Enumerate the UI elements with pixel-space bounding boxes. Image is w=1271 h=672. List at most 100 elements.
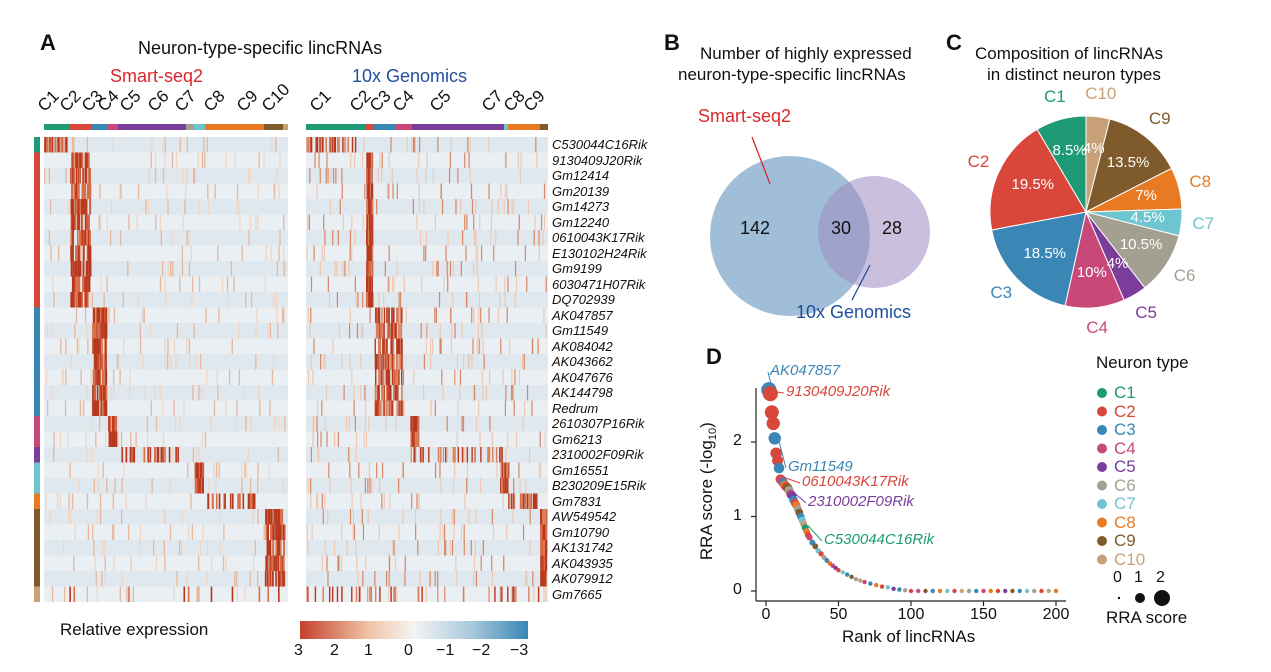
heatmap-cell (269, 400, 271, 416)
heatmap-cell (350, 478, 352, 494)
heatmap-cell (421, 586, 423, 602)
heatmap-row-bg (44, 261, 288, 277)
heatmap-cell (74, 152, 77, 168)
heatmap-cell (267, 323, 269, 339)
heatmap-cell (70, 168, 72, 184)
heatmap-cell (528, 586, 530, 602)
heatmap-cell (334, 540, 336, 556)
heatmap-cell (162, 168, 165, 184)
heatmap-cell (201, 152, 204, 168)
heatmap-cell (186, 571, 188, 587)
heatmap-cell (121, 447, 124, 463)
heatmap-cell (365, 555, 367, 571)
heatmap-cell (501, 478, 503, 494)
heatmap-cell (48, 230, 51, 246)
row-cluster-bar (34, 571, 40, 587)
heatmap-cell (96, 586, 99, 602)
heatmap-cell (170, 354, 172, 370)
heatmap-cell (192, 168, 195, 184)
heatmap-cell (447, 276, 449, 292)
heatmap-cell (512, 493, 515, 509)
heatmap-cell (49, 137, 51, 153)
heatmap-cell (511, 369, 513, 385)
heatmap-cell (103, 400, 105, 416)
heatmap-cell (368, 416, 370, 432)
heatmap-cell (75, 183, 77, 199)
heatmap-cell (367, 168, 369, 184)
heatmap-cell (404, 571, 406, 587)
heatmap-cell (351, 369, 353, 385)
heatmap-row-bg (44, 586, 288, 602)
heatmap-cell (327, 168, 329, 184)
heatmap-cell (510, 586, 512, 602)
heatmap-cell (392, 385, 395, 401)
scatter-point (945, 588, 950, 594)
heatmap-cell (361, 509, 363, 525)
heatmap-cell (334, 137, 337, 153)
heatmap-cell (505, 385, 507, 401)
legend-tick: −1 (436, 642, 455, 659)
heatmap-cell (72, 230, 74, 246)
heatmap-cell (87, 276, 89, 292)
heatmap-cell (279, 509, 282, 525)
heatmap-cell (106, 276, 108, 292)
heatmap-cell (533, 586, 535, 602)
heatmap-cell (464, 493, 466, 509)
heatmap-cell (467, 292, 469, 308)
heatmap-cell (326, 431, 328, 447)
heatmap-cell (279, 230, 281, 246)
heatmap-cell (391, 400, 394, 416)
heatmap-cell (218, 307, 220, 323)
pie-category-label: C2 (967, 152, 990, 172)
heatmap-cell (412, 137, 415, 153)
gene-label: Gm12240 (552, 214, 610, 230)
heatmap-cell (219, 540, 222, 556)
heatmap-cell (477, 245, 479, 261)
scatter-point (1017, 588, 1022, 594)
gene-label: 2310002F09Rik (552, 447, 644, 462)
heatmap-cell (466, 478, 468, 494)
heatmap-cell (125, 447, 128, 463)
heatmap-cell (463, 524, 465, 540)
heatmap-cell (394, 369, 396, 385)
heatmap-cell (252, 555, 255, 571)
heatmap-cell (181, 540, 183, 556)
heatmap-cell (351, 245, 353, 261)
annotation-label: AK047857 (770, 362, 841, 379)
heatmap-cell (544, 509, 547, 525)
heatmap-cell (195, 462, 198, 478)
heatmap-cell (207, 183, 209, 199)
heatmap-cell (402, 509, 404, 525)
heatmap-cell (365, 431, 368, 447)
heatmap-cell (543, 555, 545, 571)
heatmap-cell (366, 292, 368, 308)
heatmap-cell (537, 338, 539, 354)
heatmap-cell (78, 292, 80, 308)
heatmap-cell (231, 338, 233, 354)
heatmap-cell (269, 571, 271, 587)
heatmap-cell (391, 276, 394, 292)
heatmap-cell (374, 338, 376, 354)
heatmap-cell (164, 152, 166, 168)
heatmap-cell (348, 323, 351, 339)
heatmap-cell (210, 416, 212, 432)
heatmap-cell (536, 152, 538, 168)
heatmap-cell (351, 586, 353, 602)
heatmap-cell (520, 152, 522, 168)
heatmap-cell (403, 400, 405, 416)
legend-label: C7 (1114, 494, 1136, 513)
y-tick-label: 0 (733, 581, 742, 598)
heatmap-cell (90, 369, 92, 385)
heatmap-cell (333, 431, 335, 447)
heatmap-cell (314, 586, 317, 602)
heatmap-cell (68, 493, 70, 509)
heatmap-cell (82, 168, 84, 184)
size-legend-title: RRA score (1106, 608, 1188, 627)
heatmap-cell (198, 447, 200, 463)
heatmap-cell (155, 555, 158, 571)
row-cluster-bar (34, 168, 40, 184)
heatmap-cell (349, 462, 351, 478)
heatmap-cell (414, 416, 417, 432)
heatmap-cell (57, 245, 60, 261)
